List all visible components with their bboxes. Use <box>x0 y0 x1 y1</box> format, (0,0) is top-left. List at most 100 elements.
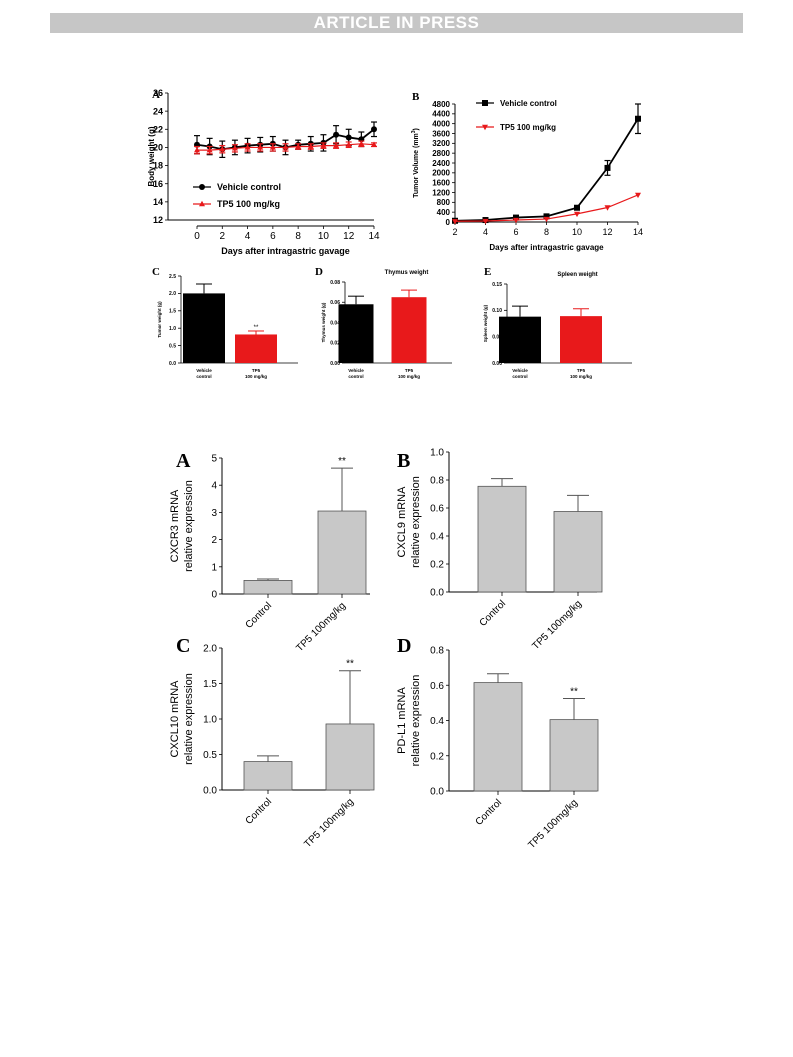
y-tick-label: 3600 <box>432 129 450 138</box>
x-category-label: TP5 100mg/kg <box>302 796 356 850</box>
x-category-label: TP5 <box>252 368 261 373</box>
y-axis-label: CXCL9 mRNA <box>396 486 408 558</box>
bar-tp5 <box>391 297 427 363</box>
marker-square <box>604 164 611 171</box>
y-axis-label: Thymus weight (g) <box>321 302 326 342</box>
y-axis-label-superscript: 3 <box>411 130 417 133</box>
x-tick-label: 4 <box>483 227 488 237</box>
y-tick-label: 16 <box>153 179 163 189</box>
y-tick-label: 18 <box>153 161 163 171</box>
bar-tp5 <box>235 334 277 363</box>
y-tick-label: 1200 <box>432 188 450 197</box>
x-category-label: TP5 100mg/kg <box>526 797 580 851</box>
panel-c-fig2: C 0.0 0.5 1.0 1.5 2.0 CXCL10 mRNA relative expr… <box>169 635 375 850</box>
panel-letter: B <box>412 91 420 103</box>
marker-triangle <box>371 141 377 147</box>
marker-circle <box>333 131 340 138</box>
x-tick-label: 14 <box>633 227 643 237</box>
y-tick-label: 2400 <box>432 159 450 168</box>
marker-square <box>543 213 550 220</box>
marker-triangle <box>295 143 302 149</box>
marker-triangle-down <box>452 219 458 225</box>
panel-d-fig1: D 0.00 0.02 0.04 0.06 0.08 Thymus weight Thymus… <box>315 266 452 379</box>
y-tick-label: 0.02 <box>330 341 340 347</box>
y-axis-label-tail: ) <box>413 128 420 130</box>
y-tick-label: 4 <box>211 481 217 492</box>
panel-e-fig1: E 0.00 0.05 0.10 0.15 Spleen weight Spleen wei… <box>483 266 632 379</box>
series-vehicle-control <box>194 121 377 159</box>
panel-letter: C <box>176 635 190 657</box>
y-axis-label: Spleen weight (g) <box>483 304 488 342</box>
y-tick-label: 0.10 <box>492 308 502 314</box>
y-tick-label: 0.2 <box>430 560 444 571</box>
marker-triangle <box>231 145 238 151</box>
marker-square <box>513 214 519 221</box>
marker-triangle <box>206 146 213 153</box>
y-tick-label: 0.8 <box>430 476 444 487</box>
x-tick-label: 4 <box>245 231 251 242</box>
y-tick-label: 0.5 <box>203 750 217 761</box>
panel-letter: C <box>152 266 160 278</box>
y-tick-label: 3 <box>211 508 217 519</box>
x-tick-label: 8 <box>295 231 301 242</box>
y-tick-label: 0.15 <box>492 282 502 288</box>
marker-triangle-down <box>513 217 519 224</box>
legend-label: Vehicle control <box>217 182 281 192</box>
x-category-label-line2: 100 mg/kg <box>245 374 267 379</box>
x-category-label: Vehicle <box>196 368 212 373</box>
x-category-label: Vehicle <box>512 368 528 373</box>
y-tick-label: 2.0 <box>203 644 217 655</box>
article-in-press-banner: ARTICLE IN PRESS <box>50 13 743 33</box>
y-axis-label: CXCR3 mRNA <box>169 489 181 562</box>
x-tick-label: 2 <box>452 227 457 237</box>
bar-control <box>473 682 523 792</box>
y-tick-label: 4400 <box>432 110 450 119</box>
x-tick-label: 10 <box>318 231 330 242</box>
panel-letter: D <box>315 266 323 278</box>
chart-title: Spleen weight <box>557 272 597 278</box>
marker-triangle <box>219 146 226 152</box>
y-tick-label: 0.2 <box>430 751 444 762</box>
series-tp5 <box>194 140 377 155</box>
x-category-label: Control <box>474 797 505 828</box>
panel-letter: D <box>397 635 411 657</box>
y-tick-label: 1.5 <box>203 679 217 690</box>
significance-marker: ** <box>338 456 346 467</box>
marker-circle <box>371 126 377 133</box>
y-axis-label: Tumor weight (g) <box>157 301 162 338</box>
y-tick-label: 0.00 <box>492 361 502 367</box>
y-axis-label: Body weight (g) <box>147 126 156 186</box>
y-tick-label: 400 <box>437 208 451 217</box>
y-tick-label: 0.8 <box>430 646 444 657</box>
y-axis-label-line2: relative expression <box>410 476 422 568</box>
significance-marker: ** <box>346 659 354 670</box>
y-tick-label: 0.6 <box>430 681 444 692</box>
x-category-label: TP5 <box>577 368 586 373</box>
bar-tp5 <box>317 510 367 595</box>
marker-triangle-down <box>635 192 641 199</box>
y-tick-label: 800 <box>437 198 451 207</box>
marker-square <box>574 204 580 211</box>
bar-tp5 <box>549 719 599 792</box>
bar-control <box>499 316 541 363</box>
legend: Vehicle control TP5 100 mg/kg <box>476 99 557 132</box>
y-tick-label: 4000 <box>432 119 450 128</box>
x-tick-label: 14 <box>368 231 380 242</box>
y-axis-label: PD-L1 mRNA <box>396 687 408 754</box>
significance-marker: ** <box>570 686 578 697</box>
chart-title: Thymus weight <box>385 270 429 276</box>
y-tick-label: 0.4 <box>430 532 444 543</box>
marker-square <box>482 100 488 106</box>
marker-triangle <box>282 144 289 150</box>
y-tick-label: 26 <box>153 88 163 98</box>
y-tick-label: 0.6 <box>430 504 444 515</box>
y-tick-label: 0.0 <box>430 588 444 599</box>
x-category-label: TP5 <box>405 368 414 373</box>
x-tick-label: 8 <box>544 227 549 237</box>
y-tick-label: 4800 <box>432 100 450 109</box>
panel-c-fig1: C 0.0 0.5 1.0 1.5 2.0 2.5 Tumor weight (g) Vehic… <box>152 266 298 379</box>
y-tick-label: 0 <box>446 218 451 227</box>
panel-letter: E <box>484 266 491 278</box>
y-axis-label-line2: relative expression <box>410 675 422 767</box>
legend-label: TP5 100 mg/kg <box>500 123 556 132</box>
